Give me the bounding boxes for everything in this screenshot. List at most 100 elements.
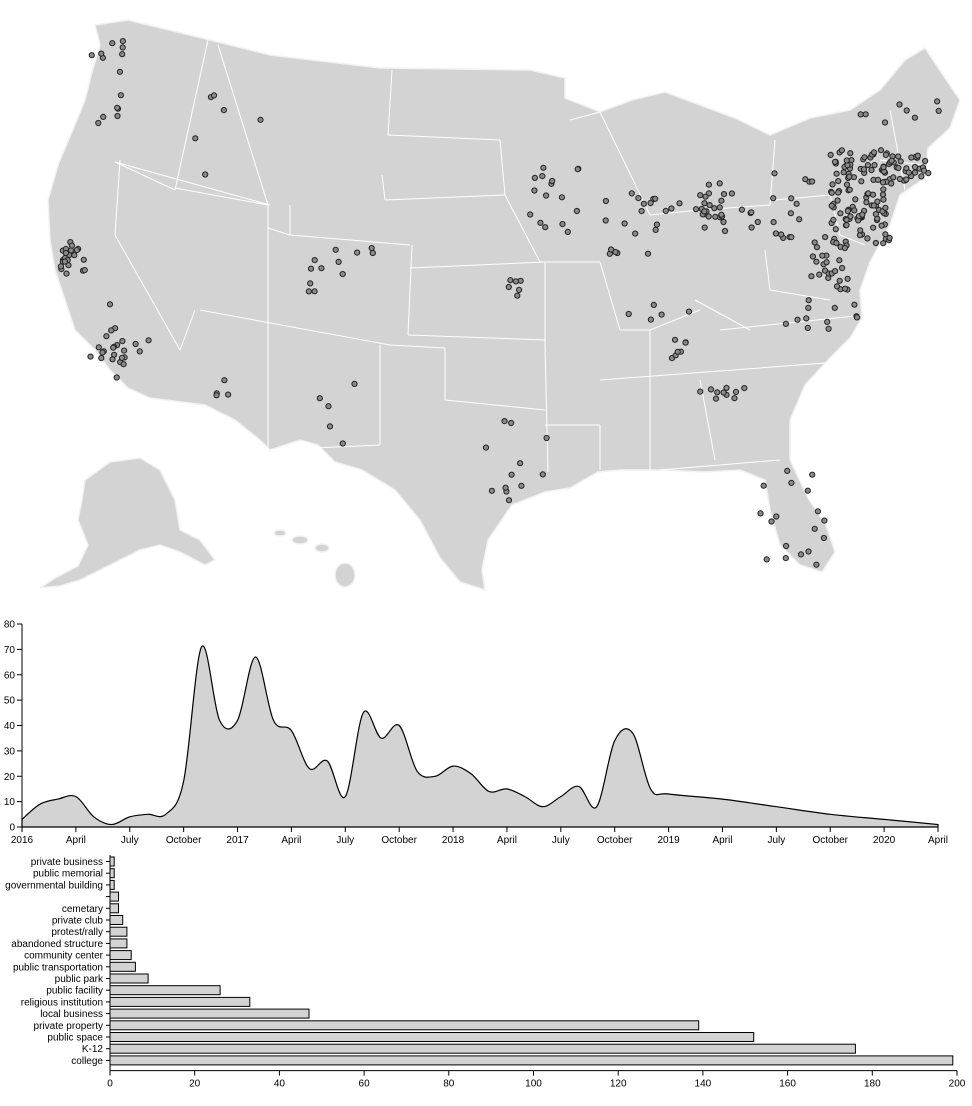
incident-marker-170 (813, 244, 821, 251)
hawaii-island-1 (291, 535, 309, 545)
state-border-38 (569, 111, 601, 121)
bar-3 (109, 891, 119, 902)
incident-marker-406 (316, 395, 323, 402)
incident-marker-285 (602, 197, 610, 205)
bar-12 (109, 996, 251, 1007)
state-border-20 (444, 399, 546, 411)
incident-marker-383 (488, 487, 495, 494)
incident-marker-27 (834, 197, 841, 204)
bar-0 (109, 856, 115, 867)
x-tick-label-180: 180 (864, 1079, 881, 1090)
state-border-18 (389, 344, 446, 349)
bar-8 (109, 950, 132, 961)
incident-marker-397 (103, 333, 110, 340)
incident-marker-341 (305, 288, 312, 295)
incident-marker-108 (880, 164, 887, 171)
incident-marker-198 (63, 270, 70, 277)
incident-marker-180 (80, 256, 87, 263)
bar-2 (109, 879, 115, 890)
incident-marker-83 (833, 170, 840, 177)
incident-marker-299 (705, 181, 713, 188)
bar-7 (109, 938, 128, 949)
incident-marker-382 (502, 484, 509, 491)
incident-marker-377 (783, 542, 790, 550)
incident-marker-380 (508, 419, 515, 427)
incident-marker-221 (718, 197, 725, 204)
category-label-10: public park (55, 974, 104, 985)
y-tick-label-50: 50 (4, 696, 16, 707)
incident-marker-287 (662, 207, 669, 214)
incident-marker-218 (738, 206, 746, 213)
incident-marker-127 (896, 175, 904, 183)
incident-marker-391 (517, 460, 524, 467)
x-tick-label-16: 2020 (873, 835, 896, 846)
incident-marker-8 (847, 150, 854, 157)
incident-marker-388 (518, 482, 525, 489)
incident-marker-362 (814, 508, 822, 515)
incident-marker-246 (809, 178, 816, 185)
incident-marker-402 (225, 391, 232, 398)
state-border-10 (499, 139, 506, 196)
incident-marker-390 (501, 418, 508, 425)
incident-marker-131 (895, 153, 902, 160)
incident-marker-315 (697, 388, 704, 395)
x-tick-label-200: 200 (949, 1079, 966, 1090)
incident-marker-112 (838, 147, 846, 154)
incident-marker-368 (809, 471, 816, 478)
incident-marker-249 (787, 210, 795, 217)
x-tick-label-8: 2018 (442, 835, 465, 846)
x-tick-label-4: 2017 (226, 835, 249, 846)
x-tick-label-160: 160 (779, 1079, 796, 1090)
contiguous-us-landmass (47, 19, 961, 592)
bar-14 (109, 1020, 700, 1031)
incident-marker-117 (859, 211, 866, 218)
incident-marker-235 (788, 195, 795, 202)
incident-marker-36 (861, 154, 868, 161)
incident-marker-233 (720, 218, 727, 226)
incident-marker-392 (132, 340, 139, 348)
incident-marker-372 (820, 534, 828, 542)
incident-marker-85 (858, 178, 865, 185)
incident-marker-302 (782, 320, 790, 327)
x-tick-label-100: 100 (525, 1079, 542, 1090)
category-label-2: governmental building (5, 880, 103, 891)
incident-marker-363 (760, 482, 767, 489)
incident-marker-260 (574, 166, 581, 173)
incident-marker-398 (108, 327, 115, 334)
incident-marker-254 (531, 174, 539, 181)
hawaii-island-0 (273, 529, 287, 537)
x-tick-label-80: 80 (443, 1079, 455, 1090)
state-border-52 (889, 109, 906, 191)
bar-4 (109, 903, 119, 914)
incident-marker-259 (542, 224, 549, 231)
incident-marker-409 (192, 135, 199, 142)
x-tick-label-120: 120 (610, 1079, 627, 1090)
incident-marker-386 (539, 471, 546, 478)
incident-marker-73 (872, 211, 880, 218)
state-border-34 (114, 161, 271, 206)
incident-marker-416 (911, 114, 919, 121)
state-border-30 (659, 459, 781, 471)
incident-marker-207 (99, 349, 106, 356)
incident-marker-329 (682, 339, 689, 346)
incident-marker-76 (877, 147, 885, 154)
state-border-25 (599, 261, 621, 331)
incident-marker-143 (908, 154, 915, 161)
x-tick-label-40: 40 (274, 1079, 286, 1090)
category-label-14: private property (34, 1021, 103, 1032)
incident-marker-176 (832, 268, 839, 275)
incident-marker-304 (803, 315, 810, 322)
state-border-2 (174, 39, 209, 191)
category-label-9: public transportation (13, 962, 103, 973)
x-tick-label-3: October (166, 835, 202, 846)
incident-marker-57 (872, 239, 880, 247)
incident-marker-174 (833, 239, 840, 247)
incident-marker-424 (625, 310, 632, 318)
incident-marker-343 (369, 249, 376, 257)
incident-marker-359 (88, 52, 95, 59)
x-tick-label-9: April (497, 835, 517, 846)
incident-marker-200 (98, 355, 105, 362)
incident-marker-96 (878, 222, 885, 229)
incident-marker-150 (811, 239, 818, 246)
incident-marker-262 (539, 173, 546, 180)
